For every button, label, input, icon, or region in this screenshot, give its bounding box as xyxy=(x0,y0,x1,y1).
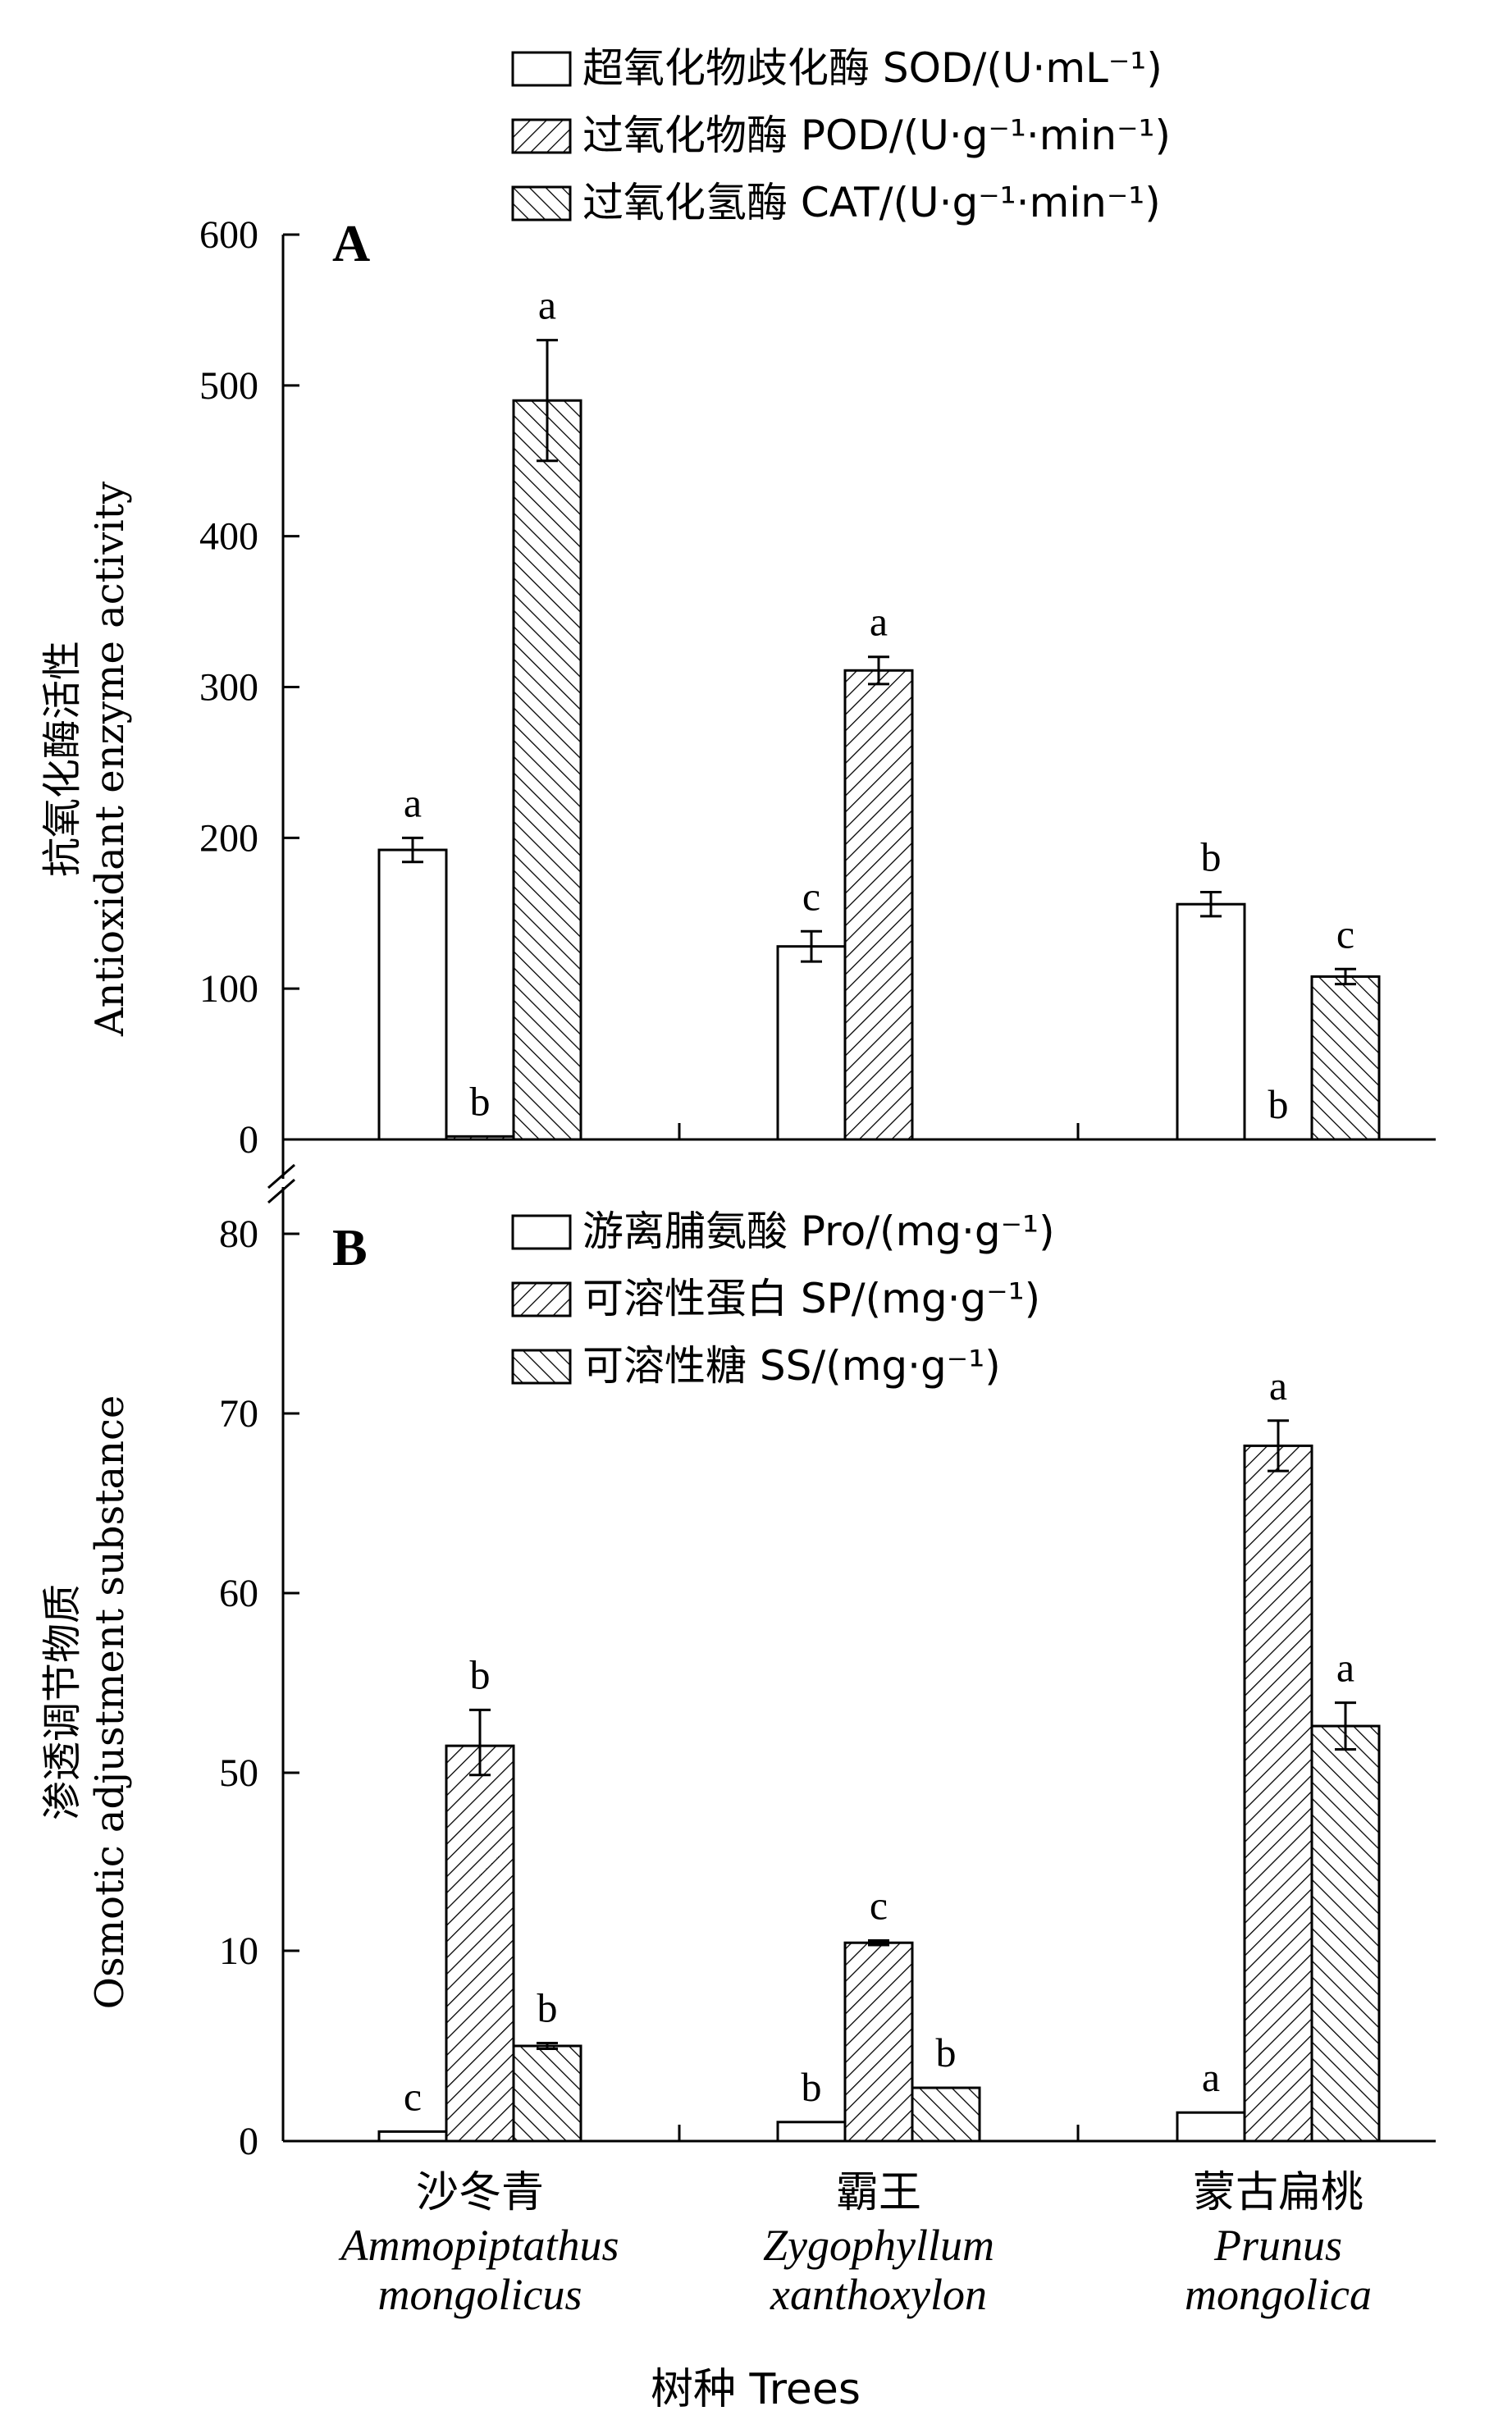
y-tick-label-b: 0 xyxy=(239,2120,258,2163)
y-tick-label-a: 400 xyxy=(199,515,258,559)
axes-a: 0 100 200 300 400 500 600 xyxy=(199,213,1436,1162)
legend-label: 超氧化物歧化酶 SOD/(U·mL⁻¹) xyxy=(582,44,1163,92)
axis-break-gap xyxy=(281,1179,285,1187)
legend-label: 游离脯氨酸 Pro/(mg·g⁻¹) xyxy=(582,1208,1055,1255)
significance-letter: c xyxy=(802,873,820,919)
category-label-latin: Ammopiptathus xyxy=(338,2221,619,2270)
legend-swatch xyxy=(511,1349,572,1385)
bar xyxy=(776,945,847,1141)
panel-b: B 游离脯氨酸 Pro/(mg·g⁻¹) 可溶性蛋白 SP/(mg·g⁻¹) 可溶性… xyxy=(39,1139,1436,2163)
legend-label: 可溶性糖 SS/(mg·g⁻¹) xyxy=(582,1342,1001,1390)
significance-letter: a xyxy=(1269,1363,1287,1409)
bar xyxy=(1243,1444,1313,2143)
axis-break-mark xyxy=(267,1178,295,1204)
significance-letter: c xyxy=(1336,911,1354,957)
significance-letter: a xyxy=(404,779,422,825)
y-tick-label-b: 50 xyxy=(219,1751,258,1795)
category-label-latin: mongolica xyxy=(1185,2270,1372,2319)
bar xyxy=(843,669,914,1141)
category-label-cn: 沙冬青 xyxy=(416,2168,544,2217)
category-label-cn: 霸王 xyxy=(836,2168,921,2217)
bar xyxy=(1310,975,1381,1141)
significance-letter: b xyxy=(537,1985,558,2031)
significance-letter: c xyxy=(404,2073,422,2119)
significance-letter: a xyxy=(538,282,556,328)
legend-a: 超氧化物歧化酶 SOD/(U·mL⁻¹) 过氧化物酶 POD/(U·g⁻¹·min… xyxy=(511,44,1171,226)
category-label-latin: xanthoxylon xyxy=(770,2270,987,2319)
legend-swatch xyxy=(511,51,572,87)
legend-swatch xyxy=(511,118,572,154)
y-axis-title-a-en: Antioxidant enzyme activity xyxy=(87,482,133,1037)
panel-a: A 超氧化物歧化酶 SOD/(U·mL⁻¹) 过氧化物酶 POD/(U·g⁻¹·m… xyxy=(39,44,1436,1162)
y-tick-label-a: 500 xyxy=(199,364,258,408)
y-tick-label-b: 70 xyxy=(219,1392,258,1436)
significance-letter: a xyxy=(870,599,888,645)
y-tick-label-a: 300 xyxy=(199,666,258,710)
axis-break-mark xyxy=(267,1163,295,1189)
bar xyxy=(445,1135,515,1141)
bar xyxy=(776,2121,847,2143)
significance-letter: b xyxy=(470,1651,491,1697)
significance-letter: b xyxy=(802,2064,822,2110)
significance-letter: b xyxy=(470,1078,491,1124)
bar xyxy=(1176,2111,1246,2143)
bar xyxy=(377,2130,448,2143)
significance-letter: a xyxy=(1336,1645,1354,1691)
bar xyxy=(1310,1724,1381,2143)
bar xyxy=(445,1744,515,2143)
y-tick-label-a: 100 xyxy=(199,967,258,1011)
significance-letter: c xyxy=(870,1883,888,1929)
legend-label: 过氧化物酶 POD/(U·g⁻¹·min⁻¹) xyxy=(582,112,1171,159)
y-tick-label-b: 80 xyxy=(219,1212,258,1256)
bar xyxy=(843,1941,914,2143)
legend-b: 游离脯氨酸 Pro/(mg·g⁻¹) 可溶性蛋白 SP/(mg·g⁻¹) 可溶性糖 … xyxy=(511,1208,1055,1390)
y-axis-title-b-cn: 渗透调节物质 xyxy=(39,1584,85,1820)
legend-swatch xyxy=(511,1214,572,1250)
bar xyxy=(512,2044,582,2143)
significance-letter: b xyxy=(1201,834,1222,880)
panel-a-letter: A xyxy=(332,214,370,272)
y-tick-label-a: 600 xyxy=(199,213,258,257)
significance-letter: a xyxy=(1202,2054,1220,2100)
y-tick-label-a: 200 xyxy=(199,816,258,860)
y-tick-label-a: 0 xyxy=(239,1118,258,1162)
bars-a: a c b b a b a c xyxy=(377,282,1381,1141)
bar xyxy=(377,848,448,1141)
significance-letter: b xyxy=(1268,1081,1289,1127)
y-tick-label-b: 10 xyxy=(219,1929,258,1973)
y-axis-title-a-cn: 抗氧化酶活性 xyxy=(39,641,85,877)
category-label-latin: Prunus xyxy=(1213,2221,1342,2270)
y-tick-label-b: 60 xyxy=(219,1572,258,1615)
bar xyxy=(1176,902,1246,1141)
bar xyxy=(911,2086,981,2143)
legend-swatch xyxy=(511,1281,572,1317)
panel-b-letter: B xyxy=(332,1218,368,1276)
legend-label: 过氧化氢酶 CAT/(U·g⁻¹·min⁻¹) xyxy=(582,179,1161,226)
y-axis-title-b-en: Osmotic adjustment substance xyxy=(87,1395,133,2010)
legend-label: 可溶性蛋白 SP/(mg·g⁻¹) xyxy=(582,1275,1040,1322)
bar xyxy=(512,399,582,1141)
significance-letter: b xyxy=(936,2030,957,2075)
bars-b: c b a b c a b b a xyxy=(377,1363,1381,2143)
category-label-latin: Zygophyllum xyxy=(763,2221,994,2270)
category-label-latin: mongolicus xyxy=(378,2270,582,2319)
category-label-cn: 蒙古扁桃 xyxy=(1193,2168,1364,2217)
x-axis-title: 树种 Trees xyxy=(651,2365,861,2414)
legend-swatch xyxy=(511,185,572,221)
